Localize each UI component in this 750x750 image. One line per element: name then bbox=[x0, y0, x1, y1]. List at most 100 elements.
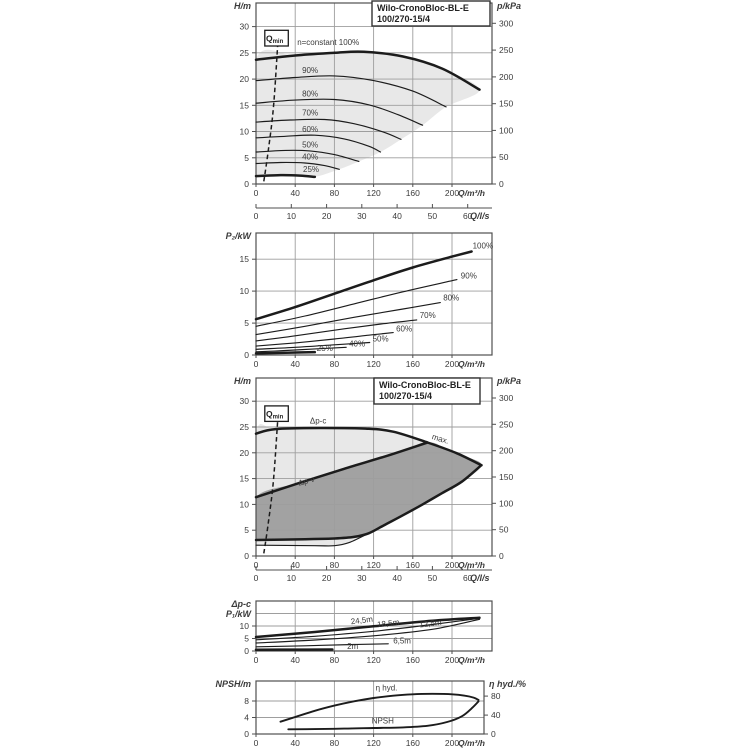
curve-setpoint-6-5m bbox=[255, 643, 389, 648]
chart-title-line: Wilo-CronoBloc-BL-E bbox=[379, 380, 471, 390]
curve-p2-100pct bbox=[254, 250, 473, 321]
curve-dp-v-line bbox=[254, 441, 429, 499]
y2-tick-label: 40 bbox=[491, 710, 501, 720]
y-tick-label: 4 bbox=[244, 713, 249, 723]
axes: 0 40 80 120 160 200Q/m³/h051015202530H/m05010… bbox=[234, 1, 521, 198]
curve-p2-70pct bbox=[255, 319, 418, 342]
x-tick-label: 40 bbox=[290, 655, 300, 665]
y2-tick-label: 150 bbox=[499, 99, 513, 109]
annotation: 25% bbox=[317, 344, 333, 353]
y2-tick-label: 150 bbox=[499, 472, 513, 482]
x2-tick-label: 20 bbox=[322, 211, 332, 221]
x-axis-title: Q/m³/h bbox=[458, 188, 485, 198]
y-tick-label: 20 bbox=[240, 74, 250, 84]
x-tick-label: 200 bbox=[445, 188, 459, 198]
qmin-label: Qmin bbox=[266, 409, 284, 421]
x-tick-label: 0 bbox=[254, 188, 259, 198]
chart-pump-field-n: 0 40 80 120 160 200Q/m³/h051015202530H/m05010… bbox=[234, 0, 521, 221]
y-tick-label: 5 bbox=[244, 318, 249, 328]
curves bbox=[279, 692, 480, 731]
x-axis-title: Q/m³/h bbox=[458, 560, 485, 570]
y-tick-label: 8 bbox=[244, 696, 249, 706]
curve-n-50pct bbox=[255, 149, 360, 162]
annotation: 40% bbox=[302, 152, 318, 161]
annotation: 50% bbox=[302, 140, 318, 149]
curve-n-80pct bbox=[255, 98, 424, 126]
annotation: 60% bbox=[396, 324, 412, 333]
y-tick-label: 15 bbox=[240, 254, 250, 264]
x-tick-label: 160 bbox=[406, 560, 420, 570]
operating-regions bbox=[256, 49, 480, 178]
axes: 0 40 80 120 160 200Q/m³/h051015202530H/m05010… bbox=[234, 376, 521, 570]
curves bbox=[254, 616, 481, 652]
qmin-limit-line bbox=[263, 46, 279, 182]
x2-tick-label: 60 bbox=[463, 573, 473, 583]
y-tick-label: 10 bbox=[240, 286, 250, 296]
curve-p2-60pct bbox=[255, 332, 394, 347]
y-tick-label: 15 bbox=[240, 100, 250, 110]
y2-tick-label: 0 bbox=[499, 551, 504, 561]
annotation: 80% bbox=[443, 294, 459, 303]
qmin-limit-line bbox=[263, 421, 279, 554]
curve-p2-50pct bbox=[255, 341, 371, 350]
y-axis-title: H/m bbox=[234, 1, 251, 11]
y2-tick-label: 80 bbox=[491, 691, 501, 701]
curve-labels: η hyd. NPSH bbox=[372, 684, 398, 726]
curve-p2-25pct bbox=[254, 350, 317, 355]
y-tick-label: 10 bbox=[240, 499, 250, 509]
chart-title-line: Wilo-CronoBloc-BL-E bbox=[377, 3, 469, 13]
x-tick-label: 40 bbox=[290, 560, 300, 570]
x-tick-label: 120 bbox=[367, 738, 381, 748]
flow-axis-ls: 0 10 20 30 40 50 60Q/l/s bbox=[254, 204, 492, 221]
y2-tick-label: 200 bbox=[499, 446, 513, 456]
x-tick-label: 80 bbox=[330, 560, 340, 570]
y2-tick-label: 300 bbox=[499, 18, 513, 28]
annotation: 18,5m bbox=[377, 618, 400, 630]
annotation: 60% bbox=[302, 125, 318, 134]
x-tick-label: 80 bbox=[330, 188, 340, 198]
x-tick-label: 0 bbox=[254, 655, 259, 665]
x-tick-label: 0 bbox=[254, 560, 259, 570]
annotation: 100% bbox=[473, 241, 493, 250]
curve-p2-80pct bbox=[255, 302, 441, 336]
y-tick-label: 25 bbox=[240, 422, 250, 432]
x-tick-label: 160 bbox=[406, 188, 420, 198]
x-tick-label: 160 bbox=[406, 738, 420, 748]
x-tick-label: 200 bbox=[445, 738, 459, 748]
gridlines bbox=[256, 3, 492, 184]
y-tick-label: 10 bbox=[240, 127, 250, 137]
annotation: 6,5m bbox=[393, 637, 411, 646]
annotation: NPSH bbox=[372, 716, 394, 725]
x-axis-title: Q/m³/h bbox=[458, 738, 485, 748]
curve-n-25pct bbox=[254, 173, 317, 179]
gridlines bbox=[256, 681, 484, 734]
plot-frame bbox=[255, 680, 485, 735]
annotation: Δp-v bbox=[297, 475, 315, 488]
curve-labels: 24,5m 18,5m 12,5m 6,5m 2m bbox=[347, 615, 442, 651]
y-axis-title: P₂/kW bbox=[226, 231, 253, 241]
x2-axis-title: Q/l/s bbox=[470, 211, 490, 221]
light-region bbox=[256, 49, 480, 178]
title-box bbox=[371, 0, 491, 27]
x-tick-label: 40 bbox=[290, 359, 300, 369]
x2-tick-label: 0 bbox=[254, 573, 259, 583]
y2-tick-label: 200 bbox=[499, 72, 513, 82]
chart-title-line: 100/270-15/4 bbox=[377, 14, 430, 24]
y2-tick-label: 0 bbox=[491, 729, 496, 739]
y2-tick-label: 300 bbox=[499, 393, 513, 403]
y-tick-label: 20 bbox=[240, 448, 250, 458]
curve-n-90pct bbox=[255, 75, 447, 108]
y-tick-label: 15 bbox=[240, 474, 250, 484]
curve-eta-hyd-curve bbox=[279, 692, 480, 723]
y-axis-title: Δp-c bbox=[230, 599, 251, 609]
annotation: η hyd. bbox=[376, 684, 398, 693]
y-tick-label: 5 bbox=[244, 153, 249, 163]
x-tick-label: 0 bbox=[254, 738, 259, 748]
chart-pump-field-dpc: 0 40 80 120 160 200Q/m³/h051015202530H/m05010… bbox=[234, 376, 521, 583]
chart-title-line: 100/270-15/4 bbox=[379, 391, 432, 401]
